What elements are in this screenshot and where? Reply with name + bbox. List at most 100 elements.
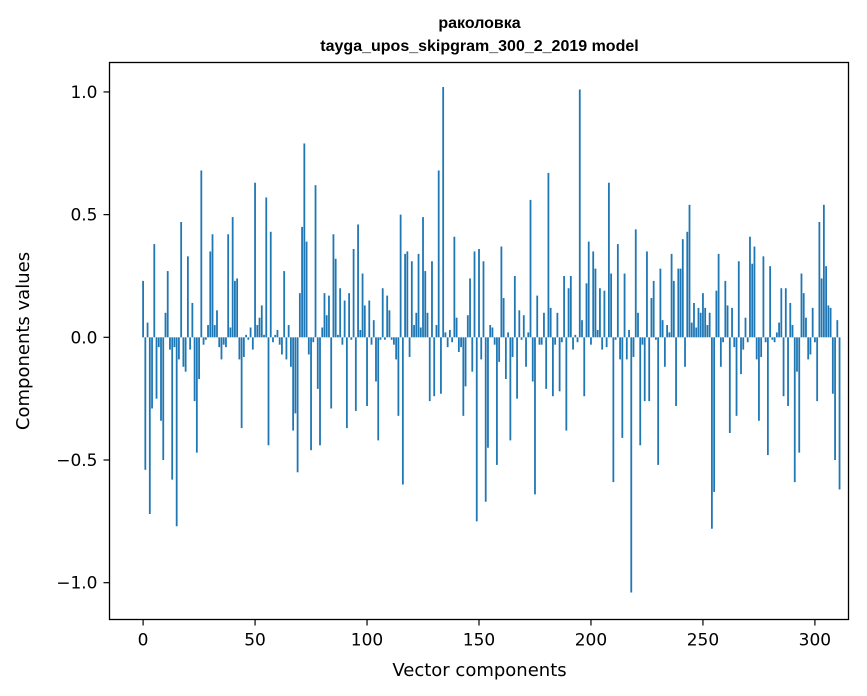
bar-component-303 [820, 278, 823, 338]
bar-component-32 [213, 325, 216, 338]
bar-component-181 [547, 172, 550, 338]
bar-component-29 [207, 325, 209, 338]
bar-component-309 [834, 337, 836, 461]
bar-component-229 [655, 337, 657, 340]
bar-component-295 [802, 293, 805, 338]
bar-component-292 [796, 337, 798, 372]
bar-component-198 [585, 283, 588, 338]
bar-component-141 [457, 337, 460, 353]
bar-component-233 [663, 337, 666, 367]
bar-component-152 [482, 261, 485, 338]
bar-component-49 [251, 337, 254, 350]
bar-component-95 [354, 337, 357, 411]
bar-component-189 [565, 337, 568, 431]
x-tick-label: 300 [799, 631, 831, 651]
bar-component-101 [368, 300, 371, 338]
bar-component-290 [791, 325, 794, 338]
bar-component-15 [175, 337, 178, 527]
bar-component-56 [267, 337, 270, 446]
bar-component-166 [513, 275, 516, 338]
bar-component-128 [428, 337, 431, 402]
bar-component-248 [697, 307, 700, 338]
bar-component-124 [419, 327, 422, 338]
bar-component-93 [350, 337, 353, 340]
bar-component-41 [234, 280, 236, 338]
bar-component-291 [793, 337, 796, 483]
bar-component-109 [386, 295, 389, 338]
bar-component-270 [746, 337, 749, 343]
bar-component-96 [357, 224, 359, 338]
bar-component-207 [605, 337, 608, 348]
bar-component-77 [314, 185, 317, 338]
bar-component-45 [242, 337, 245, 357]
bar-component-9 [162, 337, 165, 461]
x-axis-label: Vector components [392, 660, 566, 681]
bar-component-4 [151, 337, 153, 409]
bar-component-135 [444, 332, 447, 338]
bar-component-144 [464, 337, 467, 387]
bar-component-110 [388, 310, 391, 338]
bar-component-3 [148, 337, 151, 514]
bar-component-76 [312, 337, 315, 343]
bar-component-39 [229, 327, 232, 338]
bar-component-123 [417, 253, 420, 338]
bar-component-16 [178, 337, 180, 360]
bar-component-177 [538, 337, 541, 345]
bar-component-142 [460, 337, 462, 348]
bar-component-145 [466, 315, 469, 338]
bar-component-112 [393, 337, 395, 345]
bar-component-307 [829, 307, 832, 338]
bar-component-261 [726, 305, 729, 338]
bar-component-26 [200, 170, 203, 338]
bar-component-242 [684, 337, 686, 367]
bar-component-298 [809, 337, 812, 355]
bar-component-138 [451, 337, 454, 343]
bar-component-276 [760, 337, 763, 357]
bar-component-38 [227, 234, 230, 338]
bar-component-44 [240, 337, 243, 429]
bar-component-79 [319, 337, 321, 446]
bar-component-114 [397, 337, 400, 416]
bar-component-272 [751, 263, 754, 338]
bar-component-234 [666, 325, 669, 338]
bar-component-102 [370, 337, 373, 345]
bar-component-185 [556, 312, 559, 338]
bar-component-18 [182, 337, 185, 367]
bar-component-130 [433, 337, 436, 397]
bar-component-180 [545, 337, 548, 389]
bar-component-158 [496, 337, 498, 465]
bar-component-81 [323, 293, 326, 338]
bar-component-91 [345, 337, 348, 429]
bar-component-21 [189, 337, 192, 350]
bar-component-12 [169, 337, 171, 350]
bar-component-129 [431, 261, 433, 338]
bar-component-239 [677, 268, 680, 338]
bar-component-192 [572, 337, 574, 350]
bar-component-68 [294, 337, 297, 414]
bar-component-210 [612, 337, 615, 483]
bar-component-133 [440, 337, 442, 394]
bar-component-269 [744, 317, 747, 338]
bar-component-154 [487, 337, 489, 448]
bar-component-182 [549, 307, 552, 338]
y-axis-label: Components values [13, 252, 34, 430]
bar-component-46 [245, 334, 247, 338]
bar-component-11 [166, 271, 169, 338]
bar-component-25 [198, 337, 200, 380]
bar-component-118 [406, 251, 409, 338]
bar-component-176 [536, 295, 539, 338]
bar-component-277 [762, 256, 765, 338]
bar-component-22 [191, 302, 194, 338]
bar-component-159 [498, 337, 501, 362]
chart-subtitle: tayga_upos_skipgram_300_2_2019 model [320, 38, 638, 55]
bar-component-199 [587, 241, 590, 338]
bar-component-50 [254, 182, 256, 338]
bar-component-31 [211, 234, 214, 338]
bar-component-60 [276, 329, 279, 338]
bar-component-75 [310, 337, 312, 451]
bar-component-255 [713, 337, 716, 492]
bar-component-244 [688, 204, 691, 338]
bar-component-33 [216, 310, 218, 338]
bar-component-125 [422, 217, 424, 338]
